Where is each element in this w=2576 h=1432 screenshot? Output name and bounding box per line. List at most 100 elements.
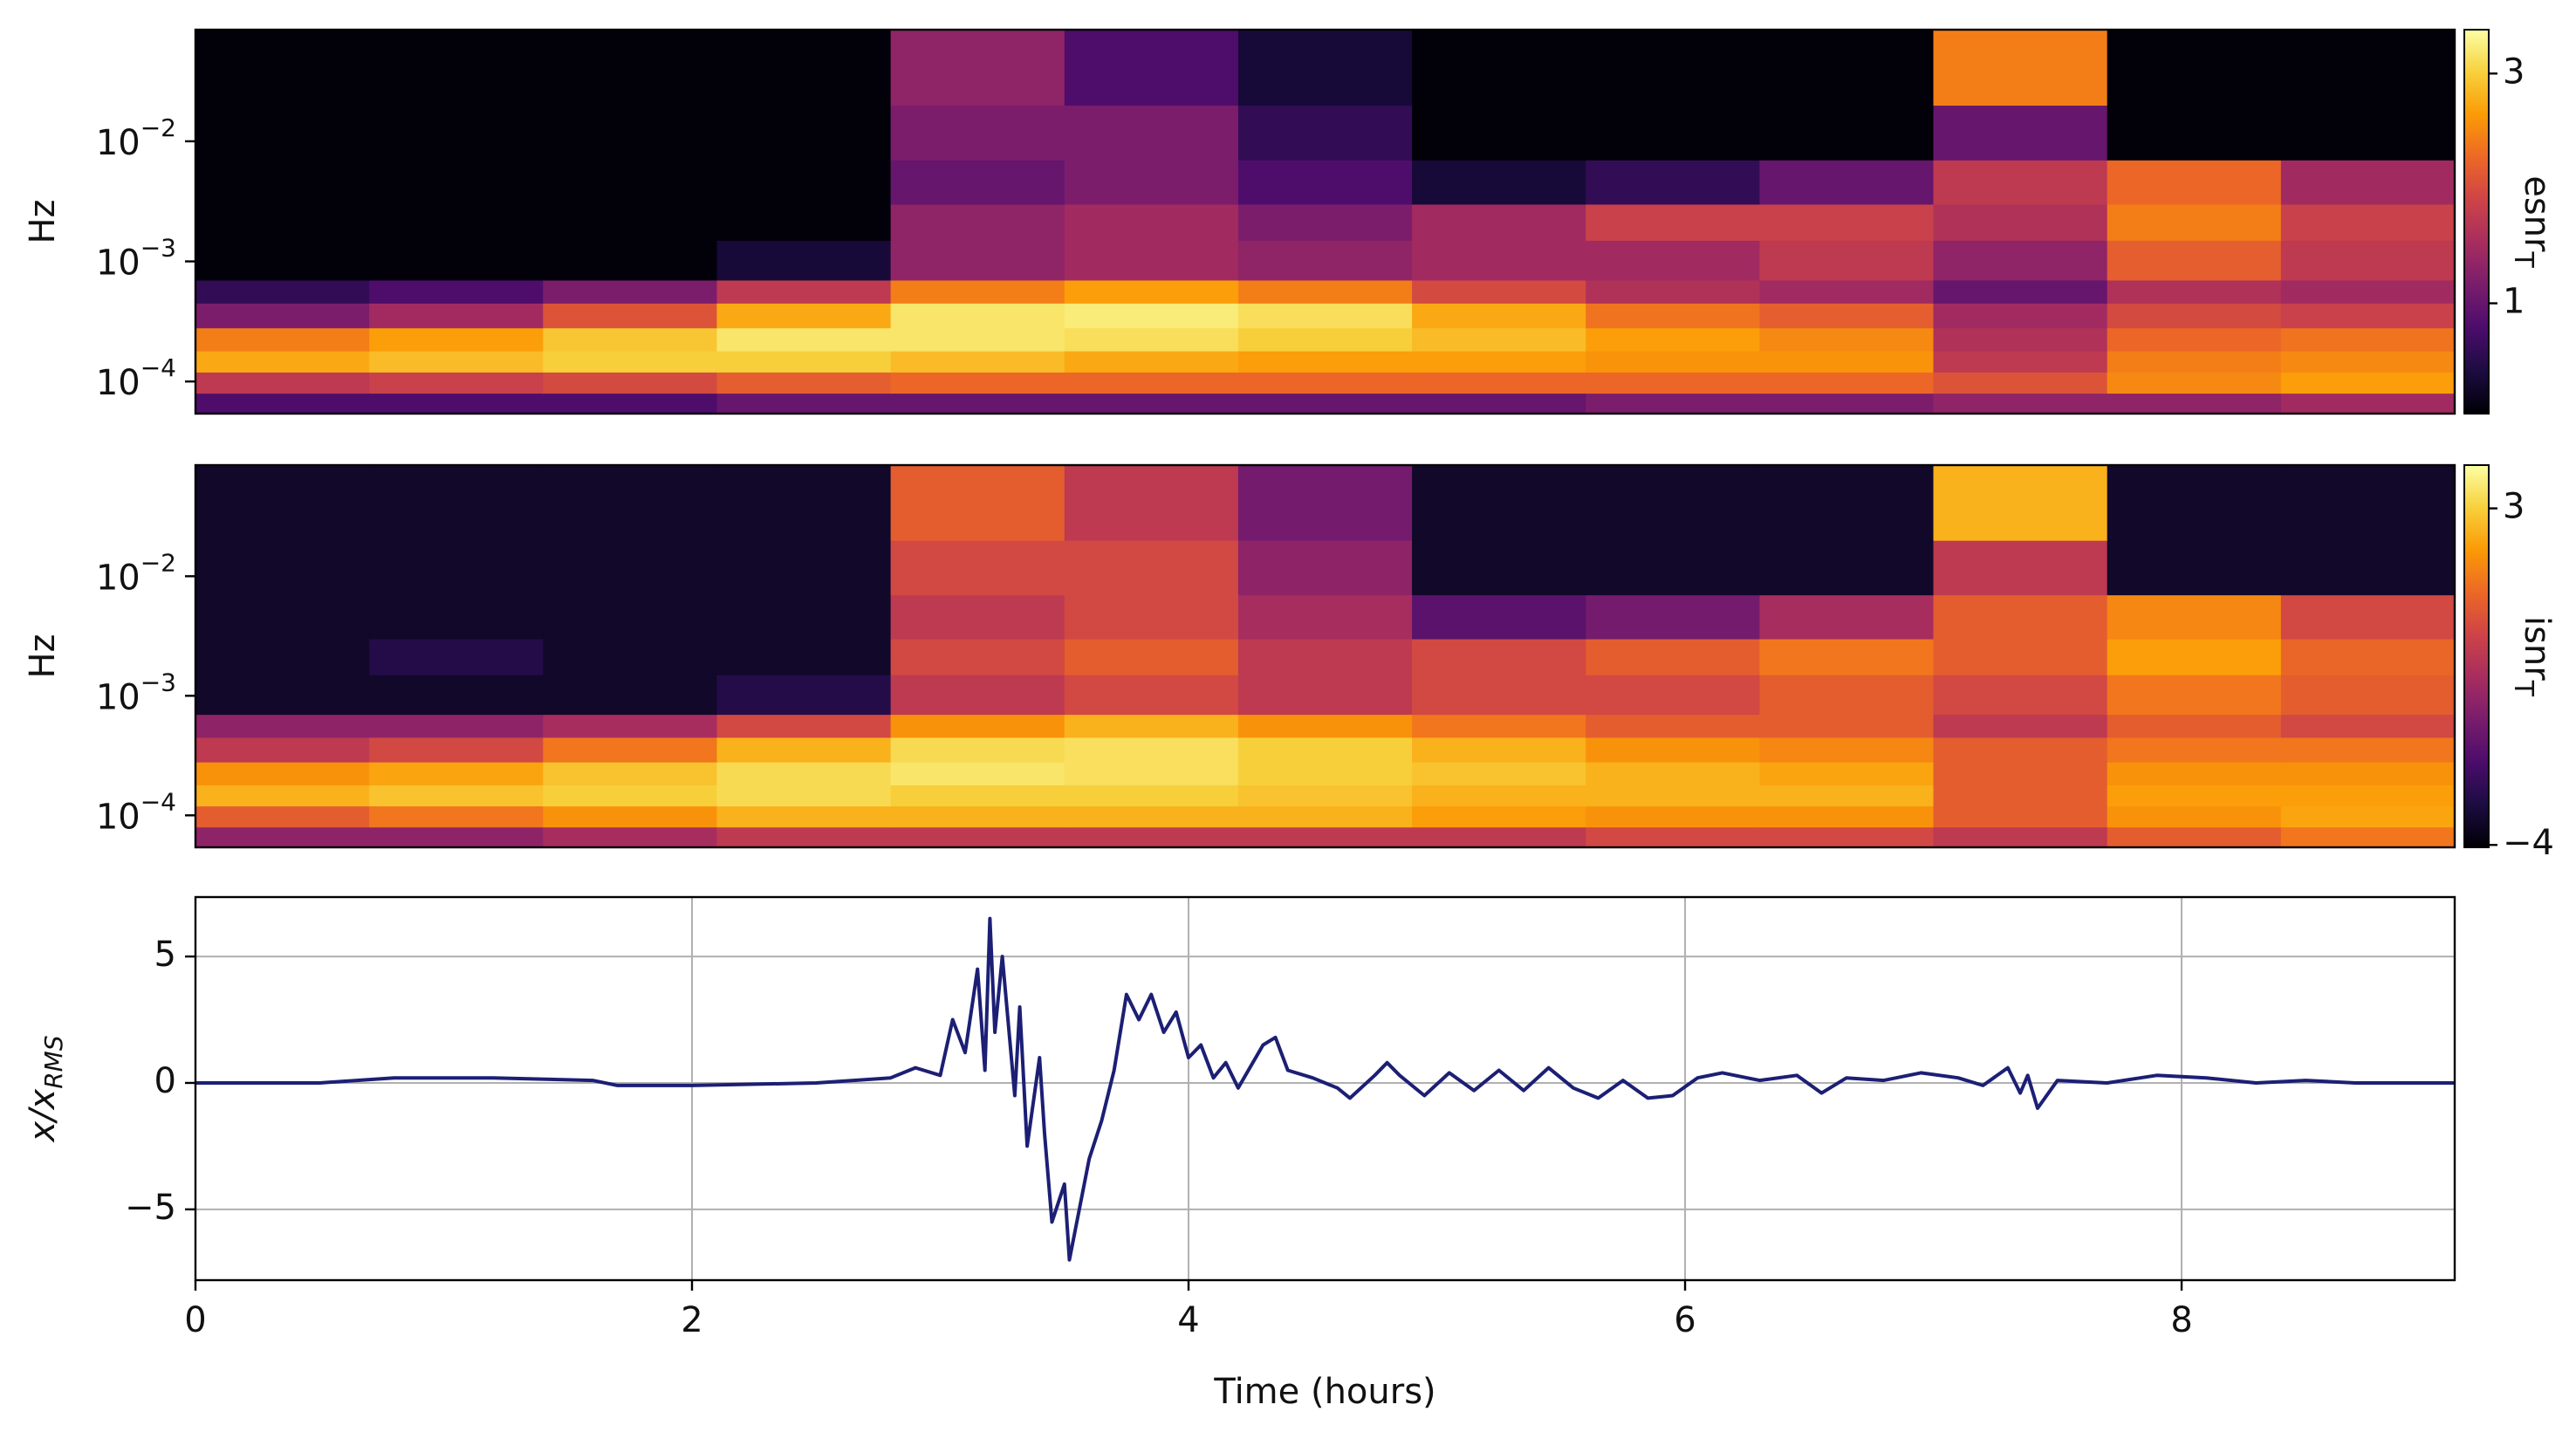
heatmap-cell bbox=[543, 737, 718, 763]
y-tick-label: 10−2 bbox=[96, 548, 176, 598]
heatmap-cell bbox=[890, 351, 1065, 373]
heatmap-cell bbox=[1412, 303, 1586, 329]
heatmap-cell bbox=[1064, 303, 1239, 329]
heatmap-cell bbox=[716, 279, 892, 304]
heatmap-cell bbox=[543, 327, 718, 352]
heatmap-cell bbox=[2107, 805, 2282, 828]
heatmap-cell bbox=[369, 762, 544, 785]
heatmap-cell bbox=[890, 160, 1065, 205]
y-tick-exponent: −2 bbox=[140, 113, 176, 142]
heatmap-cell bbox=[1933, 737, 2108, 763]
heatmap-cell bbox=[2107, 638, 2282, 675]
heatmap-cell bbox=[195, 372, 370, 394]
colorbar-label-sub: T bbox=[2509, 680, 2539, 697]
heatmap-cell bbox=[1412, 805, 1586, 828]
heatmap-cell bbox=[369, 805, 544, 828]
y-tick-base: 10 bbox=[96, 363, 140, 403]
heatmap-cell bbox=[369, 303, 544, 329]
heatmap-cell bbox=[1237, 675, 1413, 716]
heatmap-cell bbox=[716, 327, 892, 352]
heatmap-cell bbox=[890, 240, 1065, 281]
y-tick-label: 0 bbox=[154, 1061, 176, 1101]
heatmap-cell bbox=[890, 30, 1065, 106]
axes-frame bbox=[194, 895, 2456, 1282]
heatmap-cell bbox=[2280, 203, 2456, 241]
heatmap-cell bbox=[1759, 465, 1935, 541]
heatmap-cell bbox=[1412, 737, 1586, 763]
x-axis-label: Time (hours) bbox=[1213, 1372, 1435, 1412]
heatmap-cell bbox=[543, 594, 718, 640]
heatmap-cell bbox=[890, 762, 1065, 785]
data-line bbox=[195, 916, 2455, 1262]
heatmap-cell bbox=[1759, 737, 1935, 763]
heatmap-cell bbox=[1237, 105, 1413, 161]
heatmap-cell bbox=[716, 737, 892, 763]
colorbar-label: esnrT bbox=[2509, 175, 2558, 268]
colorbar-label: isnrT bbox=[2509, 616, 2558, 697]
heatmap-cell bbox=[195, 303, 370, 329]
heatmap-cell bbox=[1586, 540, 1760, 596]
heatmap-cell bbox=[1412, 351, 1586, 373]
heatmap-cell bbox=[543, 240, 718, 281]
x-tick-label: 4 bbox=[1177, 1300, 1199, 1340]
heatmap-cell bbox=[369, 351, 544, 373]
heatmap-cell bbox=[1412, 465, 1586, 541]
heatmap-cell bbox=[890, 540, 1065, 596]
heatmap-cell bbox=[543, 30, 718, 106]
y-axis-label: x/xRMS bbox=[23, 1035, 68, 1143]
colorbar-tick-label: 3 bbox=[2503, 487, 2525, 527]
heatmap-cell bbox=[1237, 203, 1413, 241]
heatmap-cell bbox=[1933, 785, 2108, 807]
heatmap-cell bbox=[1412, 393, 1586, 415]
heatmap-cell bbox=[195, 465, 370, 541]
y-tick-exponent: −3 bbox=[140, 234, 176, 263]
heatmap-cell bbox=[890, 785, 1065, 807]
heatmap-cell bbox=[890, 675, 1065, 716]
heatmap-cell bbox=[890, 203, 1065, 241]
heatmap-cell bbox=[1237, 327, 1413, 352]
heatmap-cell bbox=[2107, 240, 2282, 281]
heatmap-cell bbox=[195, 279, 370, 304]
heatmap-cell bbox=[2280, 105, 2456, 161]
heatmap-cell bbox=[716, 714, 892, 738]
heatmap-cell bbox=[369, 737, 544, 763]
heatmap-cell bbox=[195, 203, 370, 241]
heatmap-cell bbox=[1586, 303, 1760, 329]
heatmap-cell bbox=[1412, 785, 1586, 807]
y-tick-label: 5 bbox=[154, 935, 176, 975]
x-tick-label: 6 bbox=[1674, 1300, 1696, 1340]
heatmap-cell bbox=[2107, 594, 2282, 640]
heatmap-cell bbox=[1064, 737, 1239, 763]
heatmap-cell bbox=[1759, 351, 1935, 373]
heatmap-cell bbox=[1586, 638, 1760, 675]
heatmap-cell bbox=[1064, 826, 1239, 848]
heatmap-cell bbox=[1933, 203, 2108, 241]
heatmap-cell bbox=[543, 372, 718, 394]
heatmap-cell bbox=[1237, 465, 1413, 541]
y-tick-base: 10 bbox=[96, 243, 140, 284]
heatmap-cell bbox=[1933, 675, 2108, 716]
heatmap-cell bbox=[195, 393, 370, 415]
heatmap-cell bbox=[1759, 714, 1935, 738]
heatmap-cell bbox=[2107, 393, 2282, 415]
heatmap-cell bbox=[195, 30, 370, 106]
y-tick-label: 10−4 bbox=[96, 787, 176, 837]
heatmap-cell bbox=[195, 160, 370, 205]
heatmap-cell bbox=[716, 160, 892, 205]
heatmap-cell bbox=[2280, 30, 2456, 106]
colorbar bbox=[2463, 464, 2490, 848]
heatmap-cell bbox=[1586, 203, 1760, 241]
heatmap-cell bbox=[369, 826, 544, 848]
heatmap-cell bbox=[1586, 675, 1760, 716]
heatmap-cell bbox=[195, 638, 370, 675]
heatmap-cell bbox=[1237, 762, 1413, 785]
heatmap-cell bbox=[1412, 540, 1586, 596]
heatmap-cell bbox=[543, 160, 718, 205]
heatmap-cell bbox=[1064, 203, 1239, 241]
heatmap-cell bbox=[1759, 675, 1935, 716]
colorbar-tick-label: 1 bbox=[2503, 282, 2525, 322]
heatmap-cell bbox=[1237, 714, 1413, 738]
heatmap-cell bbox=[369, 465, 544, 541]
heatmap-cell bbox=[1064, 351, 1239, 373]
